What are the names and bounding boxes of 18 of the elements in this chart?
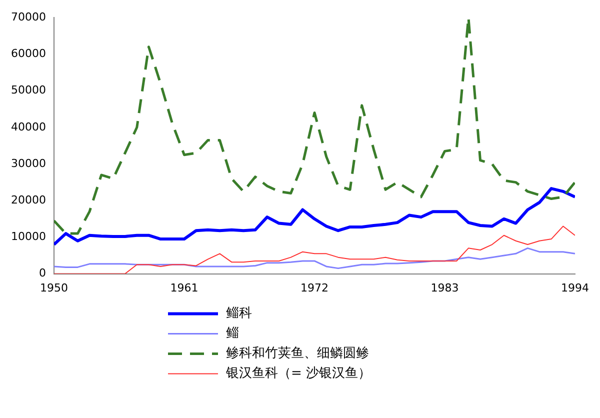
y-tick-label: 30000 [10,156,46,170]
x-tick-label: 1950 [40,281,68,294]
y-tick-label: 40000 [10,120,46,134]
y-tick-label: 60000 [10,47,46,60]
legend-label: 鲻 [226,326,239,342]
y-tick-label: 50000 [10,84,46,97]
x-tick-label: 1983 [430,281,459,294]
x-tick-label: 1972 [300,281,328,294]
x-tick-label: 1994 [561,281,590,294]
legend-label: 银汉鱼科（= 沙银汉鱼） [225,366,372,382]
y-tick-label: 0 [38,266,46,280]
y-tick-label: 20000 [10,193,46,206]
y-tick-label: 70000 [10,10,46,24]
legend-label: 鲻科 [226,306,252,322]
line-series [54,18,576,235]
x-tick-label: 1961 [170,281,198,294]
legend-label: 鲹科和竹荚鱼、细鳞圆鲹 [226,346,369,362]
y-tick-label: 10000 [10,230,46,244]
